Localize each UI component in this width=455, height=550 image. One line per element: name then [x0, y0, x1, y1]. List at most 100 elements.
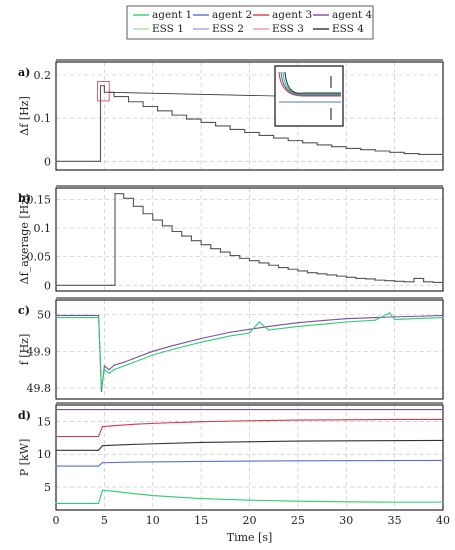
data-point: [258, 134, 260, 137]
data-point: [200, 441, 202, 444]
data-point: [442, 439, 444, 442]
legend-box: [126, 5, 374, 40]
data-point: [97, 314, 100, 316]
data-point: [55, 502, 57, 505]
data-point: [97, 160, 100, 162]
data-point: [302, 142, 304, 144]
data-point: [258, 262, 260, 264]
data-point: [156, 110, 159, 112]
data-point: [200, 421, 202, 423]
plot-frame: [55, 299, 444, 400]
y-axis-label: Δf [Hz]: [18, 96, 31, 135]
data-point: [123, 197, 125, 199]
data-point: [268, 325, 270, 327]
data-point: [394, 418, 396, 421]
data-point: [55, 284, 57, 286]
data-point: [442, 418, 444, 421]
y-tick-label: 0.1: [34, 222, 52, 235]
data-point: [413, 277, 415, 280]
data-point: [132, 423, 134, 425]
x-tick-label: 0: [53, 514, 60, 527]
panel-4: 5 10 15 d) P [kW] 0 5 10 15 20 25 30 35 40: [18, 402, 450, 527]
data-point: [360, 149, 362, 151]
data-point: [142, 105, 144, 108]
data-point: [200, 337, 202, 340]
plot-frame: [55, 187, 444, 292]
data-point: [103, 91, 105, 93]
data-point: [394, 501, 396, 503]
data-point: [97, 449, 100, 451]
panel-tag: a): [18, 66, 30, 79]
data-point: [331, 146, 333, 148]
data-point: [132, 443, 134, 445]
inset-curve: [278, 71, 341, 97]
data-point: [248, 332, 251, 334]
data-point: [268, 329, 270, 331]
data-point: [229, 128, 231, 130]
x-tick-label: 40: [436, 514, 450, 527]
x-tick-label: 15: [194, 514, 208, 527]
y-tick-label: 0.1: [34, 112, 52, 125]
data-point: [97, 408, 100, 411]
y-tick-label: 50: [37, 309, 51, 322]
data-point: [113, 425, 115, 427]
data-point: [200, 244, 202, 246]
legend-label: agent 1: [152, 9, 192, 21]
data-point: [297, 419, 299, 421]
data-point: [215, 125, 217, 127]
data-point: [108, 372, 110, 374]
data-point: [423, 315, 425, 317]
data-point: [171, 345, 173, 347]
data-point: [248, 499, 251, 501]
legend-label: agent 3: [272, 9, 312, 21]
data-point: [186, 118, 188, 120]
data-point: [229, 254, 231, 257]
data-point: [287, 268, 289, 270]
data-point: [345, 501, 347, 503]
data-point: [389, 312, 391, 314]
series-line: [56, 193, 444, 286]
data-point: [113, 490, 115, 492]
data-point: [345, 318, 347, 320]
data-point: [384, 280, 386, 282]
data-point: [108, 369, 110, 371]
data-point: [101, 462, 104, 464]
data-point: [306, 272, 309, 274]
plot-frame: [55, 404, 444, 511]
series-line: [56, 85, 444, 162]
data-point: [171, 230, 173, 233]
data-point: [113, 369, 115, 371]
data-point: [374, 279, 376, 281]
legend-label: ESS 4: [332, 23, 364, 35]
data-point: [442, 314, 444, 316]
data-point: [123, 361, 125, 363]
data-point: [171, 348, 173, 351]
data-point: [132, 205, 134, 207]
data-point: [55, 160, 57, 162]
data-point: [374, 319, 376, 321]
data-point: [200, 460, 202, 463]
inset-zoom-region: [97, 81, 110, 102]
data-point: [374, 317, 376, 319]
data-point: [103, 369, 105, 371]
x-tick-label: 5: [101, 514, 108, 527]
data-point: [297, 270, 299, 272]
data-point: [190, 240, 193, 242]
inset-curve: [282, 71, 341, 95]
data-point: [229, 331, 231, 333]
data-point: [127, 101, 130, 103]
data-point: [316, 144, 318, 146]
data-point: [442, 317, 444, 319]
data-point: [55, 408, 57, 411]
y-tick-label: 0: [44, 155, 51, 168]
data-point: [101, 426, 104, 428]
inset-curve: [284, 71, 341, 94]
data-point: [132, 461, 134, 463]
data-point: [152, 219, 154, 221]
data-point: [113, 95, 115, 98]
y-tick-label: 5: [44, 481, 51, 494]
data-point: [55, 465, 57, 467]
data-point: [248, 328, 251, 330]
data-point: [297, 322, 299, 324]
data-point: [273, 137, 275, 139]
